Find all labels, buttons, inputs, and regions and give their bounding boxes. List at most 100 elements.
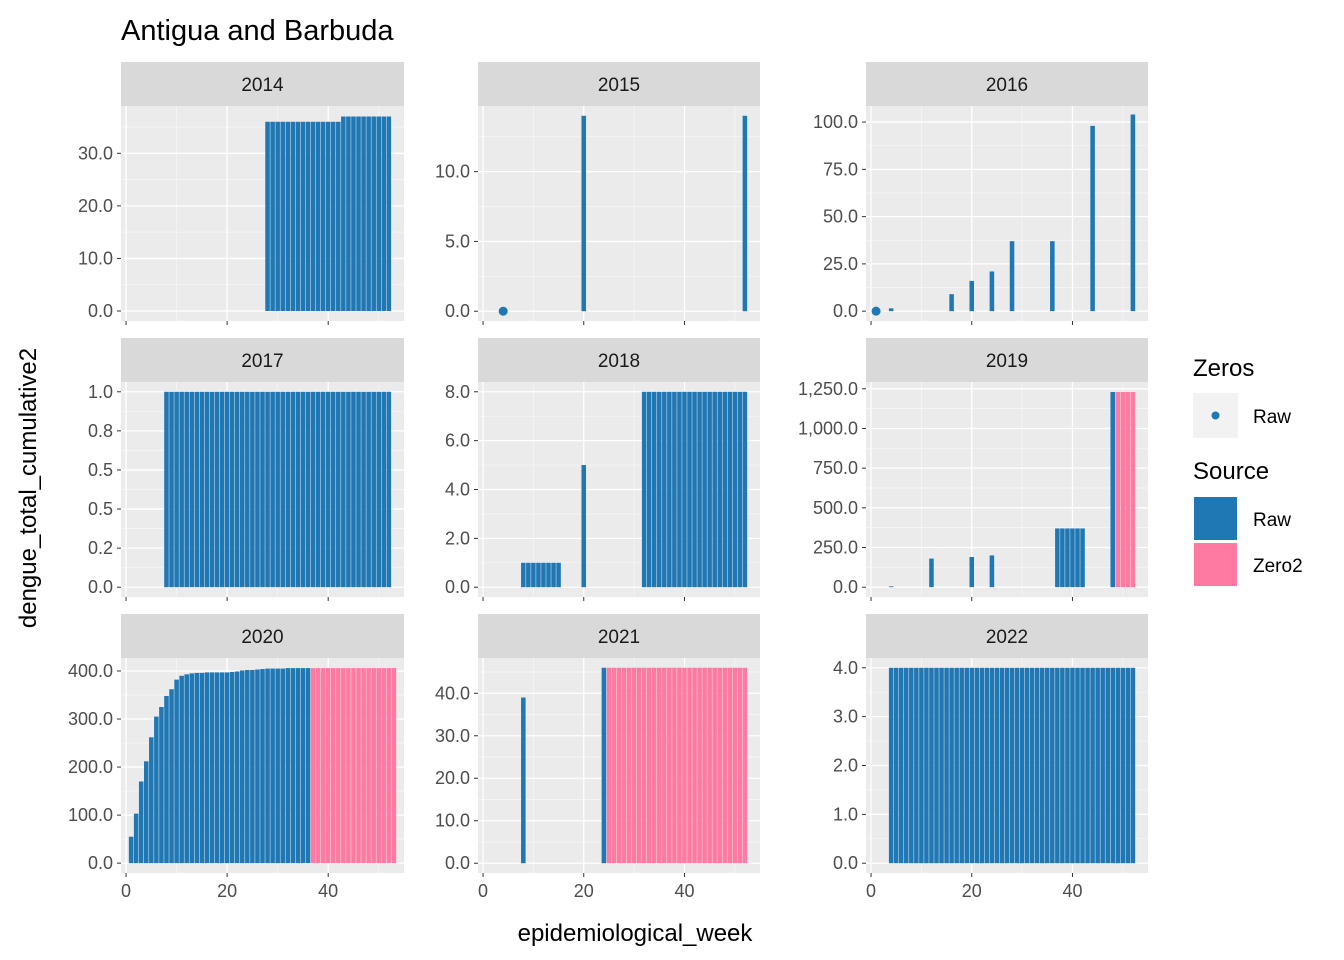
y-tick-label: 100.0 [68, 805, 113, 825]
bar-raw-week-13 [189, 391, 195, 588]
legend-key-box [1194, 543, 1237, 586]
bar-raw-week-21 [229, 671, 235, 864]
bar-raw-week-4 [143, 761, 149, 864]
y-tick-label: 20.0 [435, 768, 470, 788]
bar-zero2-week-36 [662, 667, 667, 864]
bar-raw-week-26 [255, 669, 260, 864]
bar-raw-week-43 [341, 391, 346, 588]
bar-raw-week-19 [219, 672, 225, 864]
bar-raw-week-51 [381, 391, 387, 588]
bar-raw-week-31 [280, 391, 285, 588]
bar-raw-week-13 [189, 673, 195, 864]
x-tick-label: 0 [478, 881, 488, 901]
bar-raw-week-48 [366, 116, 371, 312]
bar-raw-week-7 [159, 707, 164, 864]
bar-zero2-week-48 [366, 668, 371, 864]
bar-raw-week-45 [707, 391, 712, 588]
y-tick-label: 5.0 [445, 231, 470, 251]
bar-zero2-week-43 [341, 668, 346, 864]
y-tick-label: 30.0 [435, 726, 470, 746]
zero-point [871, 306, 881, 316]
bar-raw-week-22 [234, 671, 240, 864]
bar-raw-week-28 [265, 391, 270, 588]
legend-key-point [1211, 411, 1220, 420]
bar-raw-week-39 [320, 121, 326, 312]
y-tick-label: 20.0 [78, 196, 113, 216]
y-tick-label: 0.0 [833, 301, 858, 321]
bar-raw-week-37 [310, 391, 316, 588]
y-tick-label: 0.2 [88, 538, 113, 558]
bar-raw-week-15 [199, 391, 205, 588]
bar-zero2-week-42 [692, 667, 697, 864]
y-tick-label: 750.0 [813, 458, 858, 478]
facet-strip-label: 2018 [598, 351, 640, 372]
bar-raw-week-20 [581, 115, 587, 312]
bar-zero2-week-48 [722, 667, 728, 864]
bar-raw-week-24 [601, 667, 607, 864]
y-tick-label: 0.5 [88, 499, 113, 519]
bar-zero2-week-40 [325, 668, 331, 864]
bar-raw-week-44 [1090, 667, 1095, 864]
zero-point [498, 306, 508, 316]
bar-raw-week-32 [641, 391, 647, 588]
bar-zero2-week-43 [697, 667, 702, 864]
bar-raw-week-28 [265, 121, 270, 312]
bar-raw-week-4 [888, 667, 894, 864]
bar-zero2-week-42 [336, 668, 341, 864]
y-tick-label: 10.0 [435, 811, 470, 831]
bar-raw-week-18 [214, 672, 220, 864]
bar-raw-week-41 [330, 391, 336, 588]
bar-zero2-week-50 [376, 668, 382, 864]
facet-strip-label: 2015 [598, 75, 640, 96]
bar-raw-week-20 [969, 557, 975, 588]
legend-key-box [1194, 497, 1237, 540]
y-tick-label: 0.0 [445, 577, 470, 597]
bar-zero2-week-27 [616, 667, 622, 864]
bar-raw-week-33 [646, 391, 652, 588]
bar-raw-week-41 [1075, 528, 1080, 588]
bar-raw-week-30 [275, 668, 280, 864]
bar-raw-week-48 [722, 391, 728, 588]
bar-raw-week-35 [657, 391, 662, 588]
bar-raw-week-47 [361, 116, 366, 312]
bar-raw-week-51 [737, 391, 743, 588]
facet-panels: 2014 0.0 10.0 20.0 30.0 2015 0.0 5.0 10.0 2016 0.0… [68, 62, 1148, 901]
bar-raw-week-31 [280, 121, 285, 312]
bar-zero2-week-37 [667, 667, 672, 864]
bar-raw-week-33 [290, 668, 296, 864]
bar-raw-week-46 [356, 116, 361, 312]
bar-raw-week-38 [1060, 528, 1065, 588]
legend-label: Zero2 [1253, 556, 1303, 577]
chart-title: Antigua and Barbuda [121, 15, 394, 47]
y-tick-label: 4.0 [445, 480, 470, 500]
panel-background [478, 106, 760, 321]
bar-raw-week-14 [939, 667, 944, 864]
facet-strip [866, 338, 1148, 382]
bar-zero2-week-52 [386, 668, 392, 864]
bar-raw-week-39 [1065, 528, 1070, 588]
bar-raw-week-52 [1130, 114, 1136, 312]
bar-raw-week-7 [904, 667, 909, 864]
bar-raw-week-44 [1090, 125, 1095, 312]
bar-raw-week-46 [356, 391, 361, 588]
bar-zero2-week-30 [631, 667, 637, 864]
bar-raw-week-45 [351, 116, 356, 312]
bar-raw-week-36 [305, 121, 311, 312]
y-tick-label: 100.0 [813, 112, 858, 132]
bar-raw-week-52 [1130, 667, 1136, 864]
bar-raw-week-32 [1029, 667, 1035, 864]
bar-raw-week-13 [934, 667, 939, 864]
bar-raw-week-11 [179, 391, 184, 588]
bar-raw-week-8 [164, 695, 169, 864]
facet-strip [478, 614, 760, 658]
x-tick-label: 40 [674, 881, 694, 901]
bar-raw-week-8 [909, 667, 914, 864]
bar-raw-week-26 [999, 667, 1005, 864]
bar-raw-week-34 [295, 391, 301, 588]
bar-raw-week-48 [366, 391, 371, 588]
bar-raw-week-44 [702, 391, 707, 588]
bar-raw-week-49 [727, 391, 733, 588]
facet-strip-label: 2020 [241, 627, 283, 648]
bar-raw-week-8 [164, 391, 169, 588]
bar-zero2-week-41 [330, 668, 336, 864]
